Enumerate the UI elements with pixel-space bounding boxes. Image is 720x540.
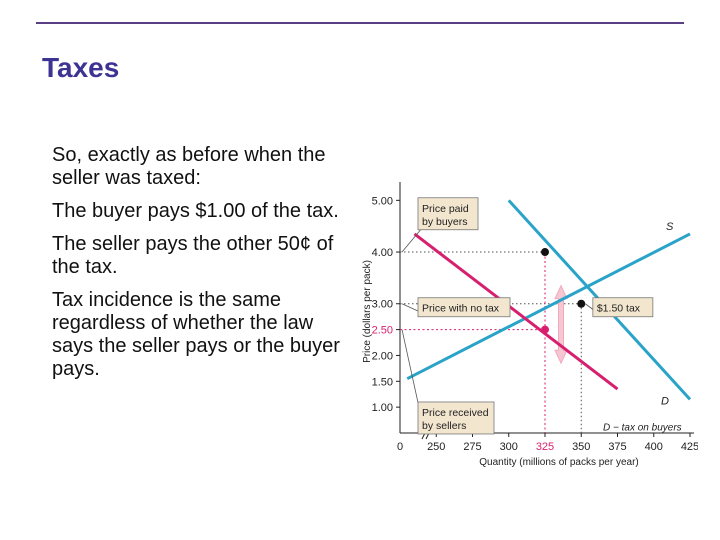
y-tick-label: 1.50 [372, 376, 393, 388]
callout-tax-text: $1.50 tax [597, 303, 641, 315]
x-tick-label: 375 [608, 441, 626, 453]
curve-demand-minus-tax [413, 232, 619, 391]
point-no-tax-equilibrium [577, 299, 586, 308]
x-tick-label: 250 [427, 441, 445, 453]
x-tick-label: 300 [500, 441, 518, 453]
callout-price-no-tax-box [417, 297, 511, 318]
callout-price-paid-box [417, 197, 479, 231]
y-tick-label: 4.00 [372, 247, 393, 259]
y-axis-label: Price (dollars per pack) [362, 260, 373, 363]
top-rule [36, 22, 684, 24]
callout-price-received-text: Price received [422, 407, 489, 419]
bullet-4: Tax incidence is the same regardless of … [52, 289, 340, 380]
x-tick-label: 425 [681, 441, 698, 453]
demand-label: D [661, 396, 669, 408]
y-tick-label: 3.00 [372, 299, 393, 311]
callout-price-paid-text: by buyers [422, 216, 468, 228]
tax-incidence-chart: 0 250 275 300 325 350 375 400 425 1.00 1.50 2.00 2.5… [362, 182, 698, 468]
x-tick-label: 400 [645, 441, 663, 453]
y-tick-label: 5.00 [372, 195, 393, 207]
demand-minus-tax-label: D − tax on buyers [603, 422, 682, 433]
y-tick-label: 2.50 [372, 325, 393, 337]
supply-label: S [666, 221, 674, 233]
bullet-1: So, exactly as before when the seller wa… [52, 144, 326, 189]
x-tick-label: 350 [572, 441, 590, 453]
x-axis-label: Quantity (millions of packs per year) [479, 457, 639, 468]
callout-tax-box [592, 297, 654, 318]
y-tick-label: 2.00 [372, 350, 393, 362]
callout-price-no-tax-text: Price with no tax [422, 303, 500, 315]
callout-price-received-text: by sellers [422, 420, 466, 432]
slide-title: Taxes [42, 52, 120, 83]
callout-price-paid-text: Price paid [422, 203, 469, 215]
callout-price-received-box [417, 401, 495, 435]
y-tick-label: 1.00 [372, 402, 393, 414]
curve-supply [406, 232, 691, 381]
bullet-list: So, exactly as before when the seller wa… [52, 144, 352, 391]
x-tick-label: 275 [463, 441, 481, 453]
x-tick-label: 325 [536, 441, 554, 453]
point-buyer-price [541, 248, 549, 257]
point-seller-price [541, 325, 549, 334]
bullet-3: The seller pays the other 50¢ of the tax… [52, 233, 334, 278]
x-tick-label: 0 [397, 441, 403, 453]
bullet-2: The buyer pays $1.00 of the tax. [52, 200, 339, 222]
